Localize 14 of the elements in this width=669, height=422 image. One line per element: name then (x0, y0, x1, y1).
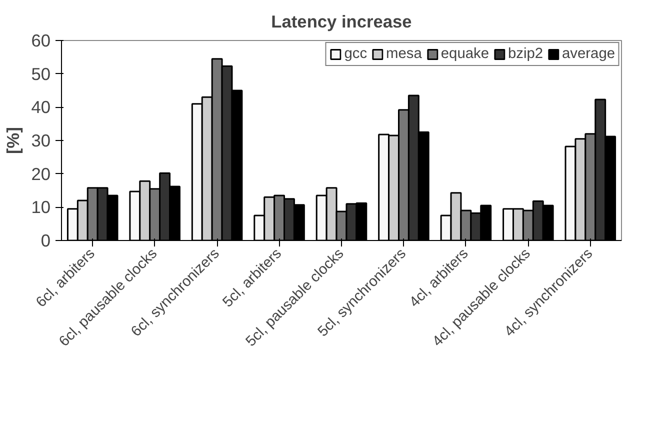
y-tick-label: 60 (31, 30, 51, 50)
legend-label: bzip2 (508, 46, 544, 62)
legend-label: equake (440, 46, 489, 62)
y-tick-label: 40 (31, 97, 51, 118)
chart-title: Latency increase (271, 12, 412, 32)
y-tick-label: 0 (40, 230, 51, 250)
y-tick-label: 50 (31, 64, 51, 84)
legend-label: gcc (344, 46, 368, 62)
y-axis-title: [%] (3, 127, 24, 154)
legend-label: average (562, 46, 615, 62)
legend-label: mesa (386, 46, 422, 62)
y-tick-label: 30 (31, 130, 51, 150)
y-tick-label: 20 (31, 164, 51, 184)
y-tick-label: 10 (31, 197, 51, 218)
